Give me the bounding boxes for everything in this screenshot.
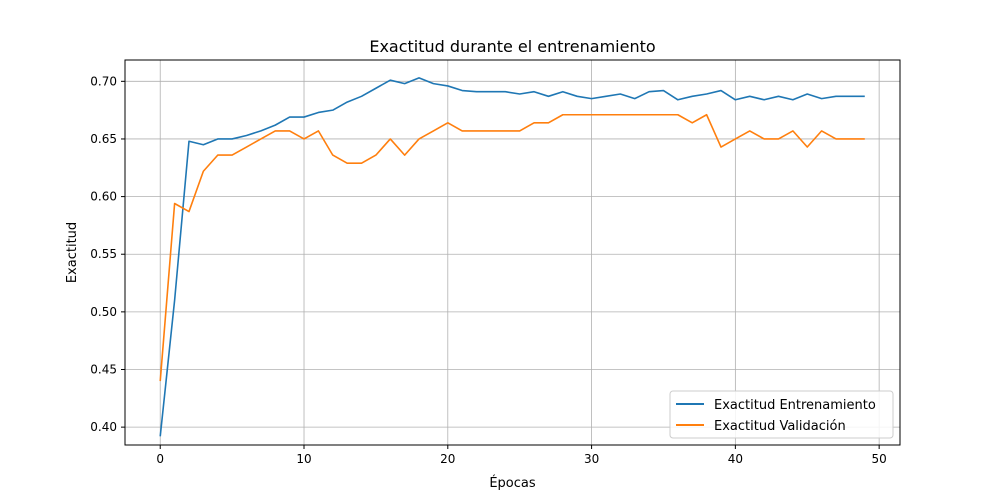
y-tick-label: 0.45 <box>90 362 117 376</box>
y-tick-label: 0.60 <box>90 190 117 204</box>
series-line-validation <box>159 113 865 382</box>
x-tick-label: 40 <box>728 452 743 466</box>
x-tick-label: 30 <box>584 452 599 466</box>
y-tick-label: 0.40 <box>90 420 117 434</box>
y-axis-label: Exactitud <box>65 222 80 283</box>
series-line-train <box>159 77 865 437</box>
ticks: 0 10 20 30 40 50 0.40 0.45 0.50 0.55 0.60 0.65 0.70 <box>90 74 887 466</box>
x-axis-label: Épocas <box>489 475 536 491</box>
chart-title: Exactitud durante el entrenamiento <box>369 37 655 56</box>
y-tick-label: 0.55 <box>90 247 117 261</box>
x-tick-label: 50 <box>872 452 887 466</box>
legend-label-train: Exactitud Entrenamiento <box>714 398 876 413</box>
legend-label-validation: Exactitud Validación <box>714 419 846 434</box>
legend-box <box>669 390 894 439</box>
y-tick-label: 0.50 <box>90 305 117 319</box>
axes-frame <box>124 59 901 446</box>
y-tick-label: 0.65 <box>90 132 117 146</box>
legend: Exactitud Entrenamiento Exactitud Valida… <box>669 390 894 439</box>
y-tick-label: 0.70 <box>90 74 117 88</box>
x-tick-label: 20 <box>440 452 455 466</box>
x-tick-label: 10 <box>296 452 311 466</box>
x-tick-label: 0 <box>156 452 164 466</box>
series-lines <box>159 77 865 437</box>
